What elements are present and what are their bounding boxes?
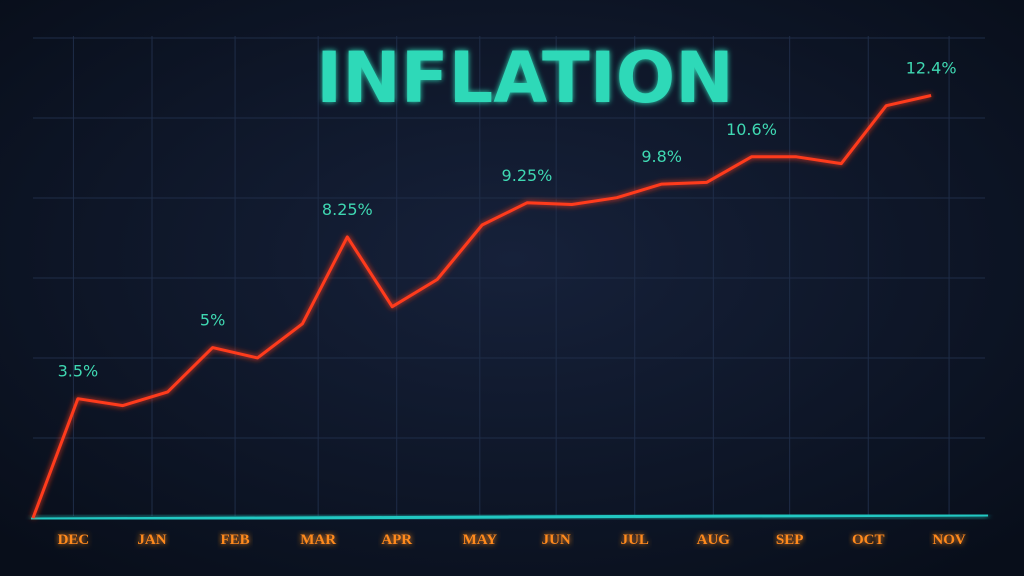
x-tick-label: MAR [300,532,336,548]
x-tick-label: AUG [697,532,731,548]
data-label: 5% [200,311,225,330]
x-tick-label: JUN [542,532,571,548]
data-label: 12.4% [906,58,957,77]
data-label: 9.8% [641,147,682,166]
x-axis [30,513,989,521]
x-tick-label: FEB [220,532,249,548]
data-label: 3.5% [58,362,99,381]
x-tick-label: JAN [137,532,166,548]
x-tick-label: SEP [776,532,804,548]
data-label: 8.25% [322,200,373,219]
x-tick-label: MAY [463,532,498,548]
chart-title: INFLATION [316,37,734,119]
data-label: 10.6% [726,120,777,139]
x-tick-label: APR [381,532,412,548]
data-label: 9.25% [502,166,553,185]
line [31,94,932,519]
grid [33,36,985,516]
x-tick-label: NOV [932,532,966,548]
x-tick-label: JUL [621,532,649,548]
x-tick-label: DEC [58,532,90,548]
x-tick-label: OCT [852,532,885,548]
